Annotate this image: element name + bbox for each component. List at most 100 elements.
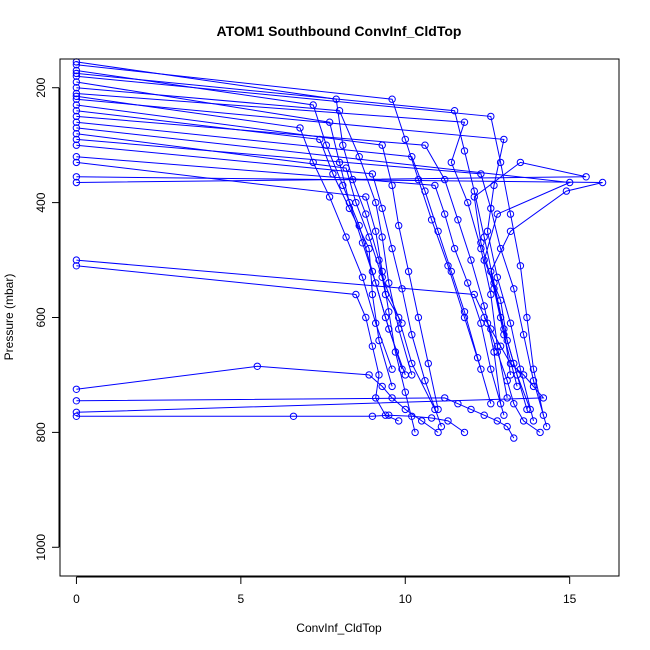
- data-point: [477, 319, 485, 327]
- data-point: [339, 181, 347, 190]
- data-point: [539, 394, 548, 402]
- series-line-13: [76, 397, 515, 439]
- data-point: [381, 290, 390, 299]
- data-point: [487, 325, 495, 333]
- series-line-6: [76, 161, 587, 387]
- data-point: [431, 181, 439, 190]
- data-point: [510, 400, 518, 408]
- data-point: [378, 273, 386, 281]
- data-point: [378, 267, 386, 276]
- x-tick-label: 10: [399, 592, 413, 606]
- data-point: [434, 428, 442, 437]
- data-point: [345, 198, 354, 207]
- data-point: [378, 233, 386, 241]
- data-point: [460, 313, 469, 322]
- data-point: [441, 210, 449, 218]
- data-point: [408, 412, 416, 420]
- data-point: [316, 135, 324, 144]
- data-point: [335, 107, 344, 115]
- data-point: [460, 308, 469, 316]
- data-point: [388, 382, 396, 391]
- data-point: [487, 365, 495, 373]
- y-axis-label: Pressure (mbar): [2, 274, 16, 361]
- data-point: [490, 348, 498, 356]
- data-point: [388, 181, 396, 190]
- data-point: [487, 204, 495, 213]
- data-point: [467, 256, 475, 264]
- data-point: [72, 112, 81, 121]
- data-point: [523, 313, 531, 322]
- data-point: [372, 198, 380, 207]
- data-point: [441, 394, 449, 402]
- data-point: [536, 428, 544, 437]
- data-point: [496, 296, 505, 304]
- chart-title: ATOM1 Southbound ConvInf_CldTop: [217, 23, 462, 39]
- data-point: [401, 388, 409, 396]
- data-point: [309, 101, 317, 109]
- data-point: [493, 342, 501, 350]
- data-point: [72, 408, 81, 416]
- data-point: [72, 256, 81, 264]
- data-point: [358, 273, 367, 281]
- data-point: [375, 256, 383, 264]
- data-point: [72, 89, 81, 98]
- data-point: [506, 210, 515, 218]
- data-point: [506, 359, 515, 368]
- data-point: [418, 417, 426, 425]
- data-point: [398, 285, 406, 293]
- data-point: [368, 290, 377, 299]
- data-point: [385, 308, 393, 316]
- series-line-9: [76, 104, 439, 410]
- data-point: [365, 244, 373, 253]
- y-tick-label: 200: [34, 77, 48, 97]
- data-point: [372, 319, 380, 327]
- data-point: [368, 412, 377, 420]
- data-point: [352, 290, 360, 299]
- data-point: [381, 411, 390, 419]
- data-point: [401, 405, 409, 414]
- data-point: [395, 417, 403, 425]
- data-point: [72, 69, 81, 78]
- data-point: [523, 405, 531, 414]
- data-point: [503, 377, 511, 385]
- data-point: [513, 382, 521, 391]
- data-point: [496, 400, 505, 408]
- data-point: [388, 394, 396, 402]
- data-point: [381, 313, 390, 322]
- y-tick-label: 600: [34, 307, 48, 327]
- data-point: [500, 331, 508, 339]
- data-point: [519, 371, 528, 379]
- data-point: [506, 371, 515, 379]
- data-point: [510, 359, 518, 368]
- data-point: [414, 175, 423, 184]
- data-point: [487, 290, 495, 299]
- data-point: [355, 221, 363, 230]
- series-line-1: [76, 61, 403, 324]
- data-point: [516, 158, 525, 167]
- data-point: [362, 313, 370, 322]
- data-point: [434, 227, 442, 236]
- data-point: [444, 262, 452, 270]
- data-point: [483, 227, 492, 236]
- data-point: [529, 417, 538, 425]
- series-line-17: [76, 64, 482, 370]
- data-point: [388, 95, 396, 103]
- data-point: [519, 417, 528, 425]
- data-point: [421, 141, 429, 149]
- data-point: [450, 107, 459, 115]
- data-point: [325, 118, 334, 126]
- data-point: [464, 198, 472, 207]
- data-point: [487, 400, 495, 408]
- data-point: [408, 153, 416, 161]
- data-point: [375, 336, 383, 345]
- data-point: [372, 394, 380, 402]
- plot-frame: [59, 58, 620, 577]
- data-point: [388, 365, 396, 373]
- data-point: [342, 164, 350, 172]
- data-point: [296, 124, 304, 132]
- data-point: [539, 411, 548, 419]
- data-point: [470, 193, 478, 201]
